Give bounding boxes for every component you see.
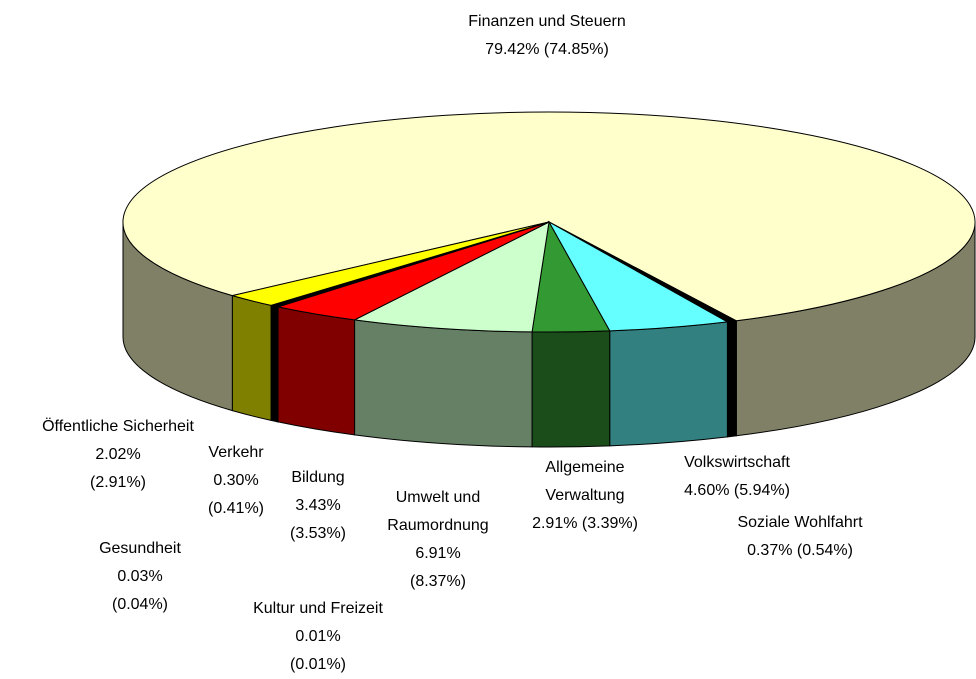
- value-label: 2.91% (3.39%): [510, 510, 660, 538]
- category-label: Umwelt und Raumordnung: [383, 484, 493, 540]
- pie-slice-side: [271, 305, 277, 421]
- pie-slice-side: [232, 296, 271, 421]
- category-label: Finanzen und Steuern: [397, 8, 697, 36]
- value-label: 6.91% (8.37%): [403, 540, 473, 596]
- category-label: Soziale Wohlfahrt: [700, 509, 900, 537]
- value-label: 0.01% (0.01%): [283, 623, 353, 679]
- value-label: 3.43% (3.53%): [283, 492, 353, 548]
- category-label: Volkswirtschaft: [637, 449, 837, 477]
- value-label: 2.02% (2.91%): [83, 441, 153, 497]
- pie-slice-side: [727, 321, 736, 437]
- pie-slice-side: [355, 320, 532, 447]
- category-label: Kultur und Freizeit: [218, 595, 418, 623]
- value-label: 0.03% (0.04%): [105, 563, 175, 619]
- category-label: Gesundheit: [80, 535, 200, 563]
- pie-slice-side: [278, 307, 355, 435]
- category-label: Allgemeine Verwaltung: [535, 454, 635, 510]
- pie-slice-side: [610, 322, 728, 446]
- category-label: Öffentliche Sicherheit: [0, 413, 238, 441]
- pie-slice-side: [532, 331, 610, 447]
- value-label: 4.60% (5.94%): [637, 477, 837, 505]
- value-label: 79.42% (74.85%): [397, 36, 697, 64]
- value-label: 0.37% (0.54%): [700, 537, 900, 565]
